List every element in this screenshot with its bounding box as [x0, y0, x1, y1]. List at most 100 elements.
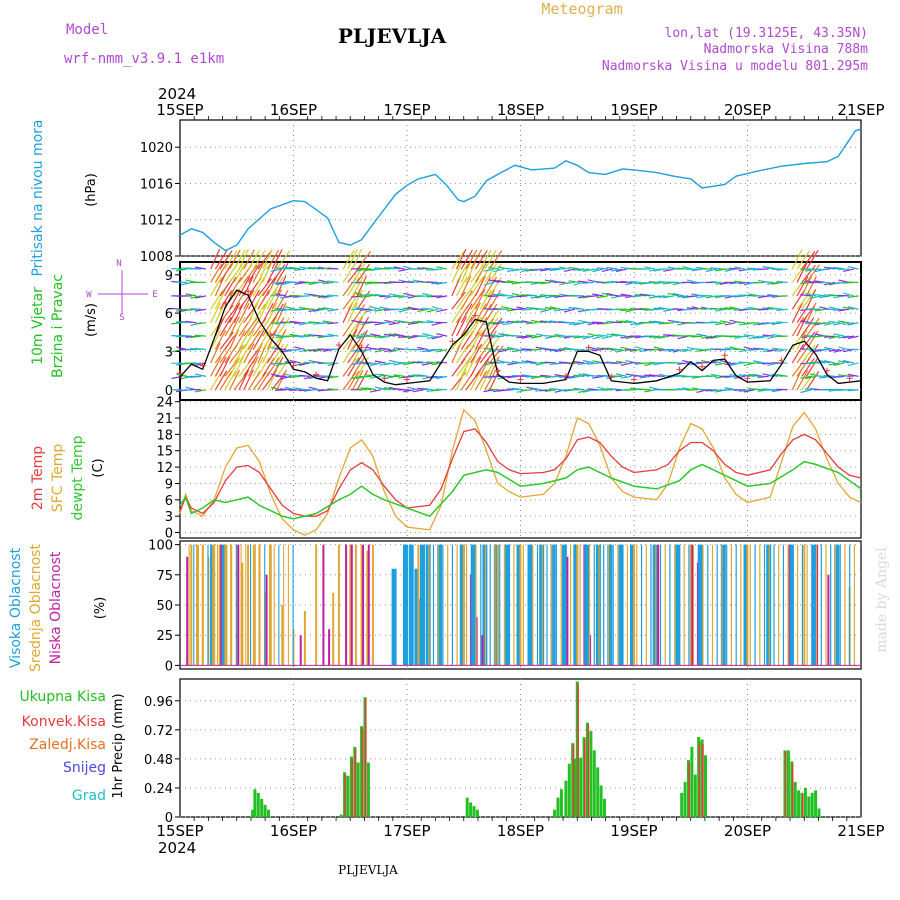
wind-vector — [582, 335, 594, 340]
wind-vector — [360, 387, 372, 391]
wind-vector — [276, 369, 287, 391]
wind-vector — [275, 389, 287, 391]
cloud-low-title: Niska Oblacnost — [48, 551, 64, 664]
wind-vector — [374, 293, 386, 297]
wind-vector — [796, 315, 808, 337]
wind-vector — [592, 335, 604, 340]
wind-vector — [771, 322, 783, 325]
gust-marker — [744, 375, 751, 382]
wind-vector — [525, 334, 538, 337]
footer-station: PLJEVLJA — [338, 863, 398, 877]
wind-vector — [252, 250, 266, 270]
wind-vector — [224, 370, 237, 391]
wind-vector — [436, 333, 448, 337]
wind-vector — [767, 294, 779, 297]
wind-vector — [630, 348, 642, 352]
wind-vector — [247, 289, 260, 310]
wind-vector — [493, 268, 504, 273]
product-title: Meteogram — [541, 0, 622, 18]
wind-vector — [224, 304, 239, 324]
wind-vector — [342, 302, 354, 323]
wind-vector — [568, 375, 580, 379]
wind-vector — [436, 295, 448, 299]
wind-vector — [719, 320, 731, 324]
precip-bar-0 — [680, 792, 684, 817]
wind-vector — [507, 295, 519, 299]
top-tick-label: 17SEP — [383, 101, 430, 119]
wind-vector — [393, 308, 405, 311]
wind-vector — [176, 308, 188, 312]
wind-vector — [488, 266, 500, 270]
wind-vector — [819, 375, 831, 379]
wind-vector — [601, 268, 613, 272]
wind-vector — [257, 262, 269, 283]
wind-vector — [530, 335, 542, 339]
wind-vector — [365, 308, 377, 313]
gust-marker — [335, 342, 342, 349]
wind-vector — [724, 307, 736, 310]
gust-marker — [381, 375, 388, 382]
wind-vector — [582, 281, 594, 284]
wind-vector — [238, 343, 252, 364]
precip-bar-1 — [584, 739, 586, 817]
wind-vector — [544, 295, 556, 299]
wind-vector — [451, 262, 463, 283]
wind-vector — [578, 268, 590, 272]
wind-vector — [653, 307, 665, 310]
precip-bar-0 — [260, 798, 264, 817]
wind-vector — [484, 317, 499, 337]
wind-vector — [686, 295, 698, 298]
wind-vector — [190, 335, 202, 338]
wind-vector — [210, 248, 221, 270]
wind-vector — [634, 294, 646, 297]
wind-vector — [421, 387, 434, 391]
wind-vector — [696, 333, 708, 337]
wind-vector — [644, 389, 656, 393]
series-line-2m-temp — [179, 428, 862, 517]
wind-vector — [715, 281, 727, 285]
wind-vector — [791, 249, 803, 270]
wind-vector — [801, 317, 815, 337]
wind-vector — [456, 276, 468, 297]
wind-vector — [573, 360, 585, 364]
wind-vector — [298, 335, 311, 338]
wind-vector — [384, 319, 396, 324]
wind-vector — [233, 316, 246, 337]
wind-vector — [578, 335, 590, 339]
wind-vector — [271, 356, 284, 377]
wind-vector — [303, 322, 315, 325]
wind-vector — [544, 389, 556, 392]
wind-vector — [492, 293, 504, 297]
wind-vector — [592, 348, 604, 352]
top-tick-label: 21SEP — [837, 101, 884, 119]
wind-vector — [384, 333, 396, 337]
wind-vector — [776, 280, 788, 284]
gust-marker — [631, 376, 637, 383]
y-tick-label: 1012 — [140, 214, 173, 229]
wind-vector — [568, 266, 580, 270]
wind-vector — [479, 249, 492, 270]
wind-vector — [393, 374, 405, 377]
wind-vector — [838, 360, 850, 364]
wind-vector — [691, 268, 703, 272]
wind-vector — [724, 362, 736, 366]
wind-vector — [276, 289, 289, 310]
wind-vector — [525, 294, 538, 297]
wind-vector — [658, 335, 670, 339]
wind-vector — [715, 308, 727, 312]
wind-vector — [592, 321, 604, 324]
wind-vector — [210, 342, 221, 364]
wind-vector — [681, 308, 694, 311]
wind-vector — [838, 346, 850, 351]
wind-vector — [715, 322, 727, 326]
legend-conv: Konvek.Kisa — [22, 714, 106, 730]
top-tick-label: 18SEP — [497, 101, 544, 119]
wind-vector — [483, 375, 495, 378]
wind-vector — [511, 293, 523, 297]
wind-vector — [379, 347, 391, 351]
wind-vector — [809, 335, 821, 338]
wind-vector — [176, 268, 188, 272]
wind-vector — [460, 316, 473, 337]
wind-vector — [677, 348, 689, 351]
wind-vector — [597, 386, 609, 391]
